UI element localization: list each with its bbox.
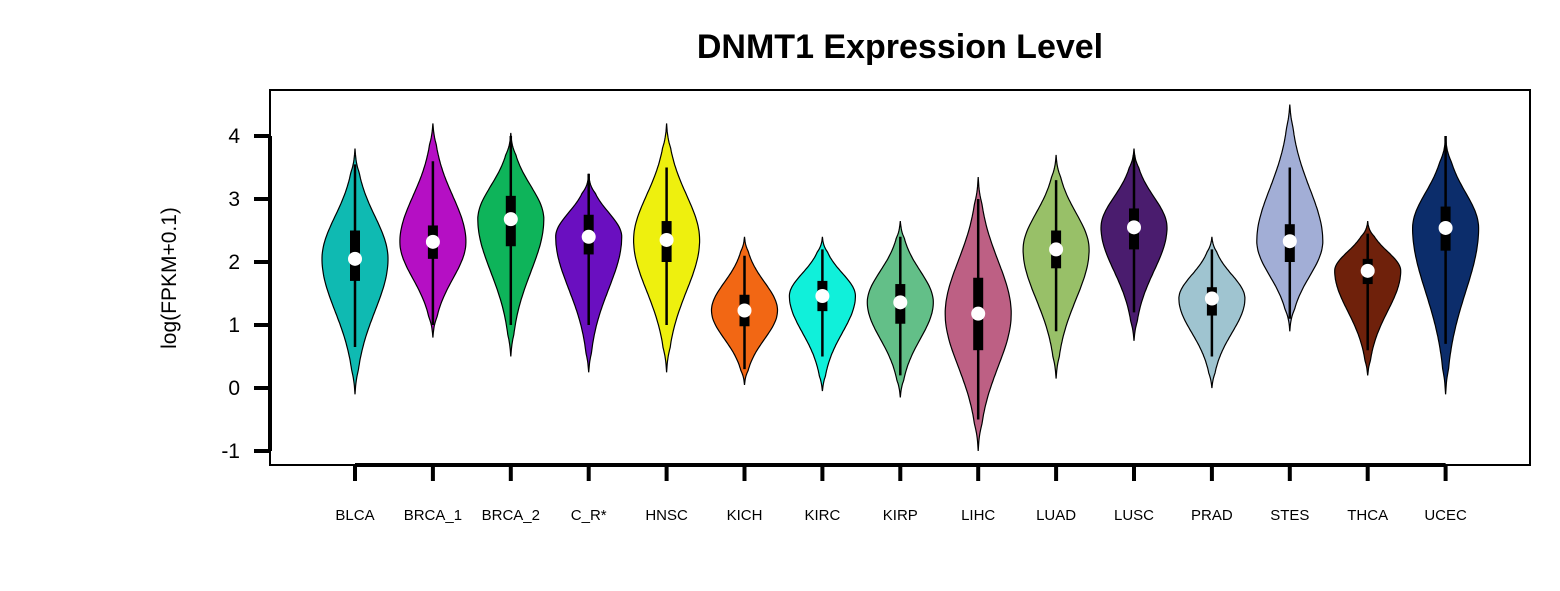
violin-brca-2 (477, 132, 545, 357)
y-tick-label: 0 (228, 377, 240, 400)
median-point (1282, 234, 1297, 249)
median-point (425, 234, 440, 249)
y-tick-label: 3 (228, 188, 240, 211)
median-point (815, 289, 830, 304)
x-tick-label: THCA (1347, 507, 1388, 524)
violin-blca (321, 148, 389, 395)
y-tick-label: 2 (228, 251, 240, 274)
x-axis: BLCA BRCA_1 BRCA_2 C_R* HNSC KICH KIRC KIRP LIHC… (335, 463, 1467, 524)
violin-kirc (788, 236, 856, 392)
x-tick-label: KIRP (883, 507, 918, 524)
violin-c-r- (555, 173, 623, 373)
y-axis-label: log(FPKM+0.1) (158, 207, 181, 349)
violins-layer (321, 104, 1480, 452)
median-point (1049, 242, 1064, 257)
median-point (503, 212, 518, 227)
x-tick-label: BRCA_1 (404, 507, 462, 524)
median-point (348, 251, 362, 266)
violin-brca-1 (399, 123, 467, 338)
median-point (971, 306, 986, 321)
x-tick-label: UCEC (1424, 507, 1467, 524)
x-tick-label: C_R* (571, 507, 607, 524)
x-tick-label: BRCA_2 (482, 507, 540, 524)
violin-prad (1178, 236, 1246, 389)
violin-luad (1022, 154, 1090, 379)
median-point (581, 229, 596, 244)
median-point (1127, 220, 1141, 235)
violin-thca (1334, 221, 1402, 376)
x-tick-label: PRAD (1191, 507, 1233, 524)
violin-stes (1256, 104, 1324, 332)
y-axis: -1 0 1 2 3 4 (221, 125, 272, 463)
median-point (659, 232, 674, 247)
y-tick-label: 4 (228, 125, 240, 148)
x-tick-label: LUAD (1036, 507, 1076, 524)
violin-lusc (1100, 148, 1168, 341)
x-tick-label: KIRC (804, 507, 840, 524)
y-tick-label: 1 (228, 314, 240, 337)
violin-hnsc (633, 123, 701, 373)
median-point (893, 295, 908, 310)
median-point (1438, 220, 1453, 235)
x-tick-label: HNSC (645, 507, 688, 524)
violin-ucec (1412, 135, 1480, 395)
median-point (1360, 263, 1375, 278)
x-tick-label: BLCA (335, 507, 374, 524)
median-point (1204, 291, 1219, 306)
x-tick-label: LUSC (1114, 507, 1154, 524)
violin-kirp (866, 221, 934, 398)
violin-lihc (944, 176, 1012, 452)
x-tick-label: LIHC (961, 507, 995, 524)
median-point (737, 303, 752, 318)
x-tick-label: KICH (727, 507, 763, 524)
x-tick-label: STES (1270, 507, 1309, 524)
violin-kich (710, 236, 779, 385)
chart-title: DNMT1 Expression Level (697, 28, 1103, 66)
y-tick-label: -1 (221, 440, 240, 463)
